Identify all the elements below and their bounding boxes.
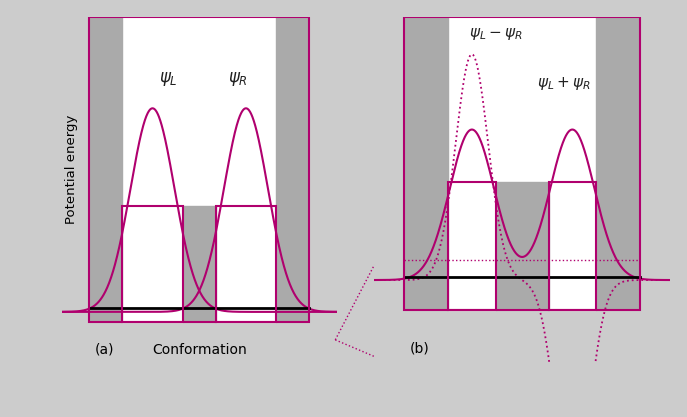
Bar	[216, 206, 276, 322]
Text: Conformation: Conformation	[152, 343, 247, 357]
Text: $\psi_L$: $\psi_L$	[159, 70, 178, 88]
Text: $\psi_R$: $\psi_R$	[228, 70, 248, 88]
Text: $\psi_L + \psi_R$: $\psi_L + \psi_R$	[537, 75, 591, 92]
Bar	[549, 182, 596, 310]
Text: (a): (a)	[95, 343, 114, 357]
Bar	[404, 17, 640, 310]
Text: (b): (b)	[410, 341, 429, 355]
Bar	[449, 182, 495, 310]
Text: Potential energy: Potential energy	[65, 115, 78, 224]
Bar	[89, 17, 309, 322]
Bar	[122, 206, 183, 322]
Text: $\psi_L - \psi_R$: $\psi_L - \psi_R$	[469, 26, 523, 42]
